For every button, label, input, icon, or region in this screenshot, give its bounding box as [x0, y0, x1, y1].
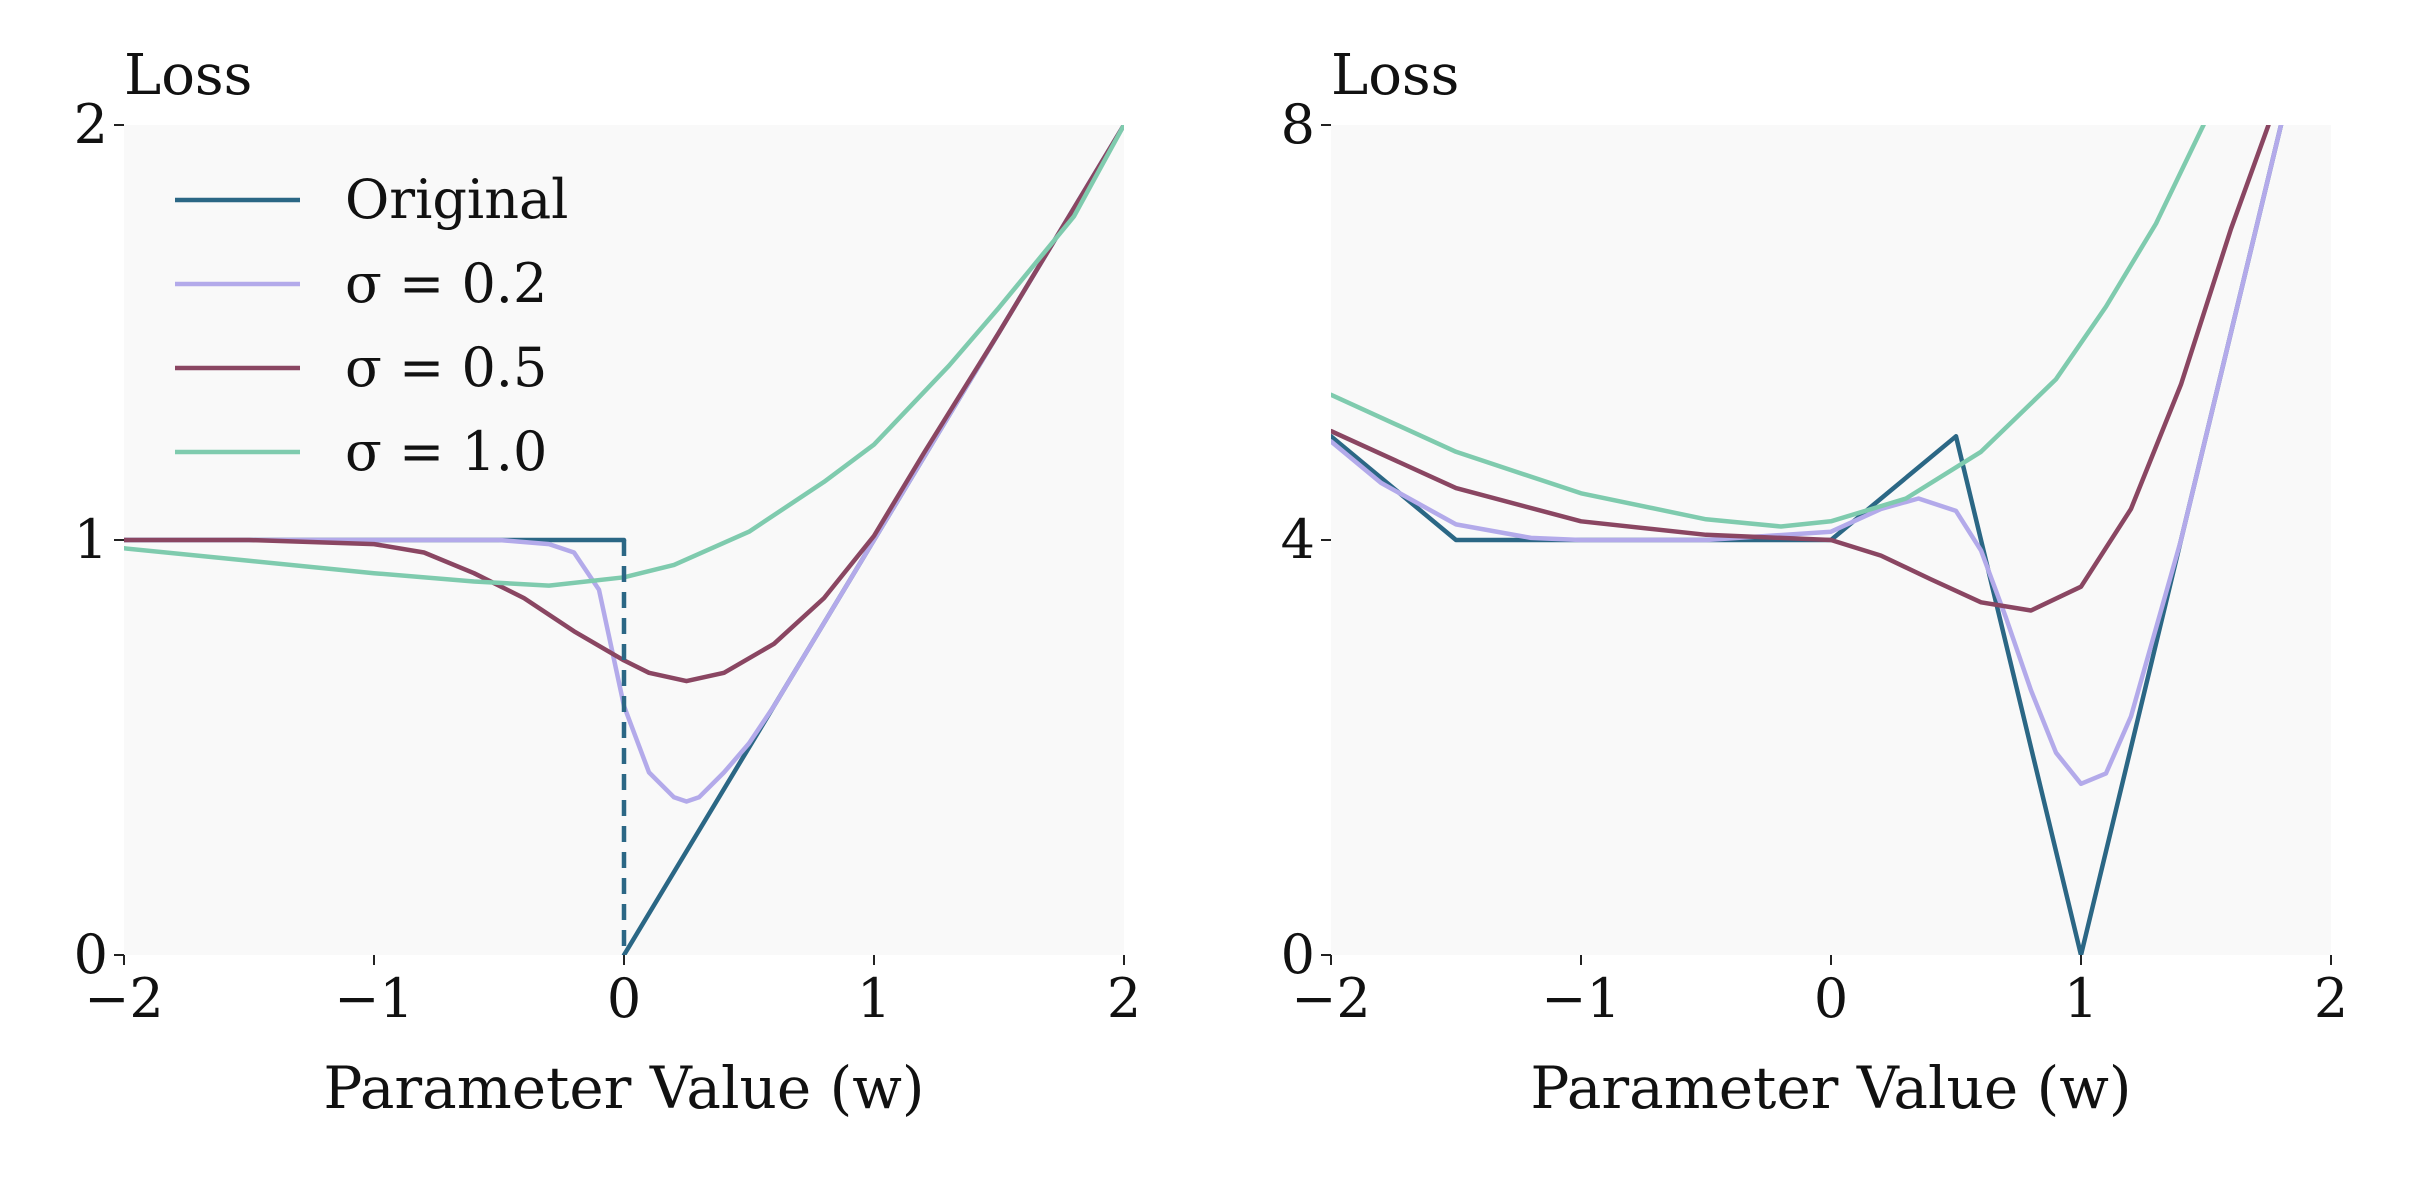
legend: Original σ = 0.2 σ = 0.5 σ = 1.0	[175, 168, 568, 483]
chart-right-ytick-label: 4	[1281, 508, 1315, 571]
legend-label-original: Original	[345, 168, 568, 231]
chart-right-xtick-label: −2	[1291, 967, 1371, 1030]
legend-label-sigma_0_5: σ = 0.5	[345, 336, 547, 399]
chart-left-xtick-label: −2	[84, 967, 164, 1030]
chart-right-xtick-label: 0	[1814, 967, 1848, 1030]
chart-left-xtick-label: 2	[1107, 967, 1141, 1030]
right-chart-panel: −2 −1 0 1 2 0 4 8 Parameter Value (w) Loss	[1281, 43, 2349, 1122]
chart-right-xtick-label: 2	[2314, 967, 2348, 1030]
chart-right-ytick-label: 8	[1281, 93, 1315, 156]
chart-right-xtick-label: 1	[2064, 967, 2098, 1030]
chart-right-y-axis-label: Loss	[1331, 43, 1459, 108]
chart-right-series-sigma_0_2	[1331, 125, 2284, 787]
chart-left-ytick-label: 2	[74, 93, 108, 156]
chart-left-y-axis-label: Loss	[124, 43, 252, 108]
chart-left-x-axis-label: Parameter Value (w)	[323, 1054, 924, 1122]
chart-right-series-sigma_1_0	[1331, 125, 2206, 529]
chart-left-xtick-label: −1	[334, 967, 414, 1030]
chart-right-ytick-label: 0	[1281, 923, 1315, 986]
chart-right-x-axis-label: Parameter Value (w)	[1530, 1054, 2131, 1122]
chart-left-xtick-label: 1	[857, 967, 891, 1030]
chart-left-series-sigma_1_0	[124, 125, 1124, 588]
chart-left-ytick-label: 1	[74, 508, 108, 571]
legend-label-sigma_1_0: σ = 1.0	[345, 420, 547, 483]
legend-label-sigma_0_2: σ = 0.2	[345, 252, 547, 315]
chart-left-series-sigma_0_2	[124, 125, 1124, 804]
chart-right-xtick-label: −1	[1541, 967, 1621, 1030]
chart-left-ytick-label: 0	[74, 923, 108, 986]
chart-left-series-sigma_0_5	[124, 125, 1124, 684]
chart-right-series-sigma_0_5	[1331, 125, 2271, 613]
chart-left-xtick-label: 0	[607, 967, 641, 1030]
left-chart-panel: −2 −1 0 1 2 0 1 2 Parameter Value (w) Loss Origina…	[74, 43, 1142, 1122]
chart-right-series-original	[1331, 125, 2284, 955]
